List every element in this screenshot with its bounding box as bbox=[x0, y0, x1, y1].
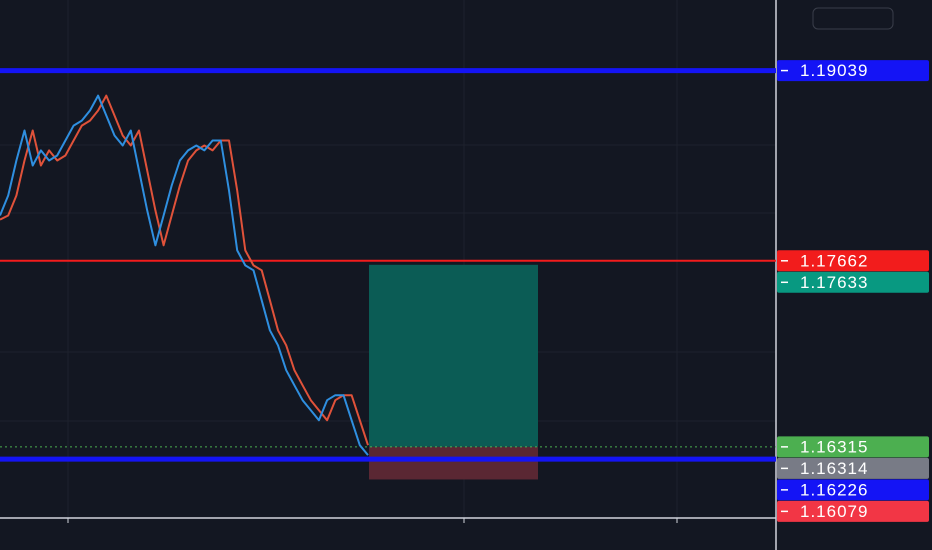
price-label-text: 1.19039 bbox=[800, 61, 868, 80]
price-label-box bbox=[777, 479, 929, 501]
stop-zone bbox=[369, 446, 538, 480]
price-label: 1.19039 bbox=[777, 60, 929, 82]
price-label-box bbox=[777, 250, 929, 272]
price-label: 1.16226 bbox=[777, 479, 929, 501]
price-label-text: 1.16079 bbox=[800, 502, 868, 521]
price-label: 1.16314 bbox=[777, 457, 929, 479]
price-label-box bbox=[777, 436, 929, 458]
price-label-box bbox=[777, 500, 929, 522]
toolbar-button[interactable] bbox=[812, 7, 894, 30]
price-label: 1.16079 bbox=[777, 500, 929, 522]
moving-average-line bbox=[0, 94, 369, 446]
price-label-text: 1.16315 bbox=[800, 437, 868, 456]
price-label: 1.17662 bbox=[777, 250, 929, 272]
price-label: 1.17633 bbox=[777, 271, 929, 293]
price-label-box bbox=[777, 271, 929, 293]
price-label-text: 1.16314 bbox=[800, 459, 868, 478]
target-zone bbox=[369, 264, 538, 447]
time-axis-ticks bbox=[67, 518, 678, 523]
price-label-text: 1.16226 bbox=[800, 480, 868, 499]
price-label-box bbox=[777, 60, 929, 82]
price-label: 1.16315 bbox=[777, 436, 929, 458]
price-label-box bbox=[777, 457, 929, 479]
moving-average-line bbox=[0, 94, 369, 456]
price-label-text: 1.17662 bbox=[800, 251, 868, 270]
price-label-text: 1.17633 bbox=[800, 273, 868, 292]
